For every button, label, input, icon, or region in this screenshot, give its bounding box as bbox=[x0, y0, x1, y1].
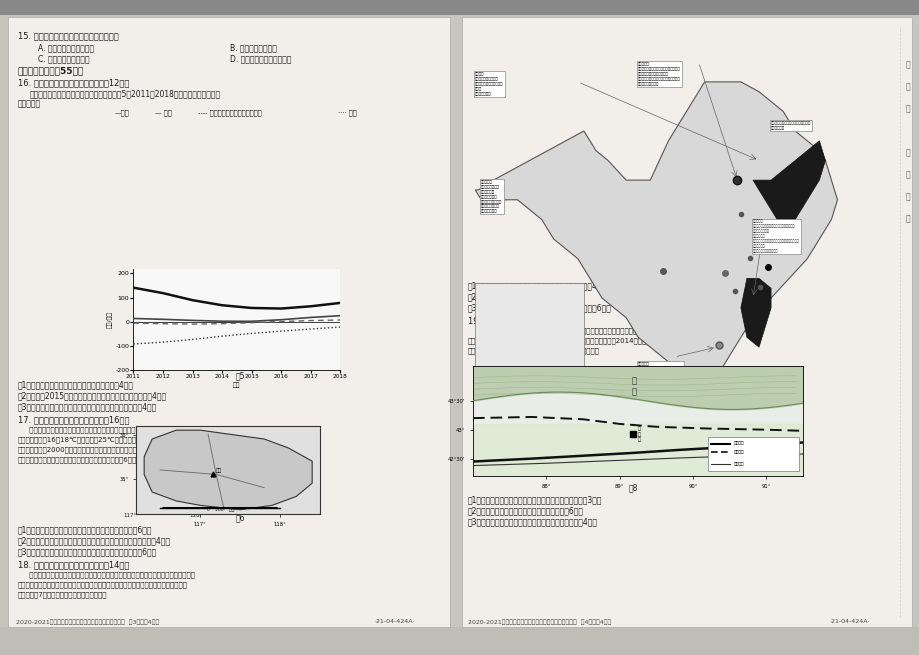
Text: 装: 装 bbox=[904, 60, 909, 69]
Text: 兰新铁路是20世纪50年代由苏联专家设计的一条铁路；一位早年坐火车经过吐鲁番: 兰新铁路是20世纪50年代由苏联专家设计的一条铁路；一位早年坐火车经过吐鲁番 bbox=[468, 327, 641, 333]
Text: A. 寒暖流交汇，饵料丰富: A. 寒暖流交汇，饵料丰富 bbox=[38, 43, 94, 52]
Text: B. 海水浅，光照充足: B. 海水浅，光照充足 bbox=[230, 43, 277, 52]
Text: （2）简述自2015年以来我国东部和西部人口流人的原因。（4分）: （2）简述自2015年以来我国东部和西部人口流人的原因。（4分） bbox=[18, 391, 167, 400]
Text: 15. 钓鱼岛海域渔业资源丰富的主要原因是: 15. 钓鱼岛海域渔业资源丰富的主要原因是 bbox=[18, 31, 119, 40]
Text: 答: 答 bbox=[904, 193, 909, 202]
Text: （3）说明人口流动对东北地区社会经济发展的不利影响。（4分）: （3）说明人口流动对东北地区社会经济发展的不利影响。（4分） bbox=[18, 402, 157, 411]
Text: 18. 阅读图文材料，完成下列要求。（14分）: 18. 阅读图文材料，完成下列要求。（14分） bbox=[18, 560, 130, 569]
Text: —东部: —东部 bbox=[115, 109, 130, 116]
Text: （2）简述机器人产业发展对我国的积极影响。（4分）: （2）简述机器人产业发展对我国的积极影响。（4分） bbox=[468, 292, 584, 301]
Polygon shape bbox=[144, 430, 312, 510]
Text: — 中部: — 中部 bbox=[154, 109, 172, 116]
Text: 题: 题 bbox=[904, 214, 909, 223]
Bar bbox=[0, 627, 919, 655]
Text: 其他铁路: 其他铁路 bbox=[732, 462, 743, 466]
Text: 图示
范围: 图示 范围 bbox=[527, 368, 531, 377]
Text: 械化，塑料薄膜种植，产品远销东南亚等国家和地区。图6标示滕州市位置。: 械化，塑料薄膜种植，产品远销东南亚等国家和地区。图6标示滕州市位置。 bbox=[18, 456, 163, 462]
Text: 的人回忆：下了火车，改乘汽车，经过两个多小时的颠簸，才到达吐鲁番市区。2014年年底，: 的人回忆：下了火车，改乘汽车，经过两个多小时的颠簸，才到达吐鲁番市区。2014年… bbox=[468, 337, 651, 344]
Text: 环渤海地区
北京：科技研发、交互文富、机器人、重
力任务、大零室厅、地面科技
青岛：科建、宝钱、拿拿机械、通方合、
海口海洋设备、但是: 环渤海地区 北京：科技研发、交互文富、机器人、重 力任务、大零室厅、地面科技 青… bbox=[638, 62, 680, 86]
Text: 山: 山 bbox=[631, 388, 636, 396]
Bar bbox=[0, 0, 919, 15]
Text: （1）说明我国机器人产业园集中分布于东部地区的原因。（4分）: （1）说明我国机器人产业园集中分布于东部地区的原因。（4分） bbox=[468, 281, 607, 290]
Text: 19. 阅读图文材料，完成下列要求。（13分）: 19. 阅读图文材料，完成下列要求。（13分） bbox=[468, 316, 579, 325]
Polygon shape bbox=[475, 82, 836, 377]
Text: （2）简述兰新铁路相对高速公路的运输优势。（6分）: （2）简述兰新铁路相对高速公路的运输优势。（6分） bbox=[468, 506, 584, 515]
Text: ···· 东北: ···· 东北 bbox=[337, 109, 357, 116]
Text: ·21-04-424A·: ·21-04-424A· bbox=[374, 619, 414, 624]
Text: 侧: 侧 bbox=[904, 170, 909, 179]
Text: 天: 天 bbox=[631, 376, 636, 385]
Text: 兰新高铁: 兰新高铁 bbox=[732, 450, 743, 455]
Text: 滕州: 滕州 bbox=[216, 468, 222, 474]
Text: 兰新铁路: 兰新铁路 bbox=[732, 441, 743, 445]
Text: （1）推测苏联专家在规划兰新铁路时考虑的主要因素。（3分）: （1）推测苏联专家在规划兰新铁路时考虑的主要因素。（3分） bbox=[468, 495, 602, 504]
Bar bbox=[8, 17, 449, 627]
Text: 订: 订 bbox=[904, 83, 909, 92]
Text: （2）分别说明滕州市采用机械化、塑料薄膜种植马铃薯的原因。（4分）: （2）分别说明滕州市采用机械化、塑料薄膜种植马铃薯的原因。（4分） bbox=[18, 536, 171, 545]
Text: （3）简述滕州市马铃薯远销东南亚等国家和地区的原因。（6分）: （3）简述滕州市马铃薯远销东南亚等国家和地区的原因。（6分） bbox=[18, 547, 157, 556]
Text: 17. 阅读图文材料，完成下列要求。（16分）: 17. 阅读图文材料，完成下列要求。（16分） bbox=[18, 415, 130, 424]
Text: 珠三角地区
广州：广量、吕珠、发展草、密精、粤朝
报告、很奥、大建、社交之科技、更兴科技
深圳：利贞方、富胜、密辉: 珠三角地区 广州：广量、吕珠、发展草、密精、粤朝 报告、很奥、大建、社交之科技、… bbox=[638, 362, 683, 381]
Polygon shape bbox=[752, 141, 824, 229]
Text: 马铃薯性喜冷凉，其地下块茎形成和生长需要疏松透气、凉爽湿润的土壤环境，块茎生: 马铃薯性喜冷凉，其地下块茎形成和生长需要疏松透气、凉爽湿润的土壤环境，块茎生 bbox=[18, 426, 190, 432]
Text: 16. 阅读图文材料，完成下列要求。（12分）: 16. 阅读图文材料，完成下列要求。（12分） bbox=[18, 78, 130, 87]
Text: 通车的兰新高铁从吐鲁番市北郊通过。图8为吐鲁番附近铁路线路图。: 通车的兰新高铁从吐鲁番市北郊通过。图8为吐鲁番附近铁路线路图。 bbox=[468, 347, 599, 354]
Text: 118°: 118° bbox=[189, 513, 202, 518]
Text: 速发展。图7为我国机器人产业园分布示意图。: 速发展。图7为我国机器人产业园分布示意图。 bbox=[18, 591, 108, 597]
Text: （1）描述我国中部地区人口流动的变化特征。（4分）: （1）描述我国中部地区人口流动的变化特征。（4分） bbox=[18, 380, 134, 389]
Text: 图8: 图8 bbox=[628, 483, 637, 492]
Text: 业、建筑业、军事等领域以及人们的日常生活中均有重要应用。近年来，我国机器人产业快: 业、建筑业、军事等领域以及人们的日常生活中均有重要应用。近年来，我国机器人产业快 bbox=[18, 581, 187, 588]
Text: 长的适宜温度是16～18℃，温度高于25℃时，块茎停止生长。山东省滕州市是重要的马: 长的适宜温度是16～18℃，温度高于25℃时，块茎停止生长。山东省滕州市是重要的… bbox=[18, 436, 200, 443]
Y-axis label: 人口/万人: 人口/万人 bbox=[107, 310, 112, 328]
Text: D. 河川径流带来营养物质多: D. 河川径流带来营养物质多 bbox=[230, 54, 291, 63]
Text: 图5: 图5 bbox=[235, 371, 244, 380]
Text: 铃薯种植基地，2000年被原农业部（现农业农村部）命名为"中国马铃薯之乡"，如今采用机: 铃薯种植基地，2000年被原农业部（现农业农村部）命名为"中国马铃薯之乡"，如今… bbox=[18, 446, 199, 453]
Text: 中西部地区
重庆：重庆机器人
成都：机器人
长沙：华中数控
武汉：华中数控制单
郑州：神通自动化
西安：秦川机床: 中西部地区 重庆：重庆机器人 成都：机器人 长沙：华中数控 武汉：华中数控制单 … bbox=[481, 180, 502, 214]
Text: 117°: 117° bbox=[123, 513, 137, 518]
Text: 六: 六 bbox=[904, 149, 909, 157]
Text: 图6: 图6 bbox=[235, 513, 244, 522]
Bar bbox=[707, 437, 799, 472]
Text: （3）与兰新铁路相比，简述兰新高铁建设的合理性。（4分）: （3）与兰新铁路相比，简述兰新高铁建设的合理性。（4分） bbox=[468, 517, 597, 526]
Text: C. 上升流带来营养物质: C. 上升流带来营养物质 bbox=[38, 54, 89, 63]
Text: 机器人是整合控制论，机械电子、计算机、材料和仿生学的高度产物，在工业、医学、农: 机器人是整合控制论，机械电子、计算机、材料和仿生学的高度产物，在工业、医学、农 bbox=[18, 571, 195, 578]
Text: （1）推测滕州市传统种植马铃薯的季节，并说明理由。（6分）: （1）推测滕州市传统种植马铃薯的季节，并说明理由。（6分） bbox=[18, 525, 153, 534]
Text: 2020-2021届高考石家庄市高一第二学期第三次月考地理  第4页（共4页）: 2020-2021届高考石家庄市高一第二学期第三次月考地理 第4页（共4页） bbox=[468, 619, 610, 625]
Text: 吐
鲁
番: 吐 鲁 番 bbox=[637, 426, 641, 442]
Text: 二、非选择题：共55分。: 二、非选择题：共55分。 bbox=[18, 66, 85, 75]
Text: 东北地区
哈尔滨：机器人、数控
沈阳：机器人、数控、飞航
长春：
一汽大众机器人: 东北地区 哈尔滨：机器人、数控 沈阳：机器人、数控、飞航 长春： 一汽大众机器人 bbox=[475, 72, 504, 96]
Text: 长三角地区
上海：浦东、松江、金山快机、图器、别小于
南京：搭落、只面
常州：国经科
合肥：工锯、白行农园：修身、审核、密密、登幻
千、福总制服
宁波：浙江中区: 长三角地区 上海：浦东、松江、金山快机、图器、别小于 南京：搭落、只面 常州：国… bbox=[752, 219, 799, 253]
Polygon shape bbox=[740, 278, 770, 347]
Text: 0    200    千米: 0 200 千米 bbox=[206, 508, 233, 512]
Text: 我国国土面积广阔，区域间人口流动显著。图5为2011～2018年我国部分区域人口流: 我国国土面积广阔，区域间人口流动显著。图5为2011～2018年我国部分区域人口… bbox=[30, 89, 221, 98]
X-axis label: 年份: 年份 bbox=[233, 382, 241, 388]
Text: 图7: 图7 bbox=[663, 392, 673, 401]
Text: ·21-04-424A·: ·21-04-424A· bbox=[829, 619, 869, 624]
Bar bbox=[461, 17, 911, 627]
Text: 2020-2021学年度石家庄市高一第二学期第三次月考地理  第3页（共4页）: 2020-2021学年度石家庄市高一第二学期第三次月考地理 第3页（共4页） bbox=[16, 619, 159, 625]
Text: 天津：装置合总化、商报销料科、大量
科技、深之夏: 天津：装置合总化、商报销料科、大量 科技、深之夏 bbox=[770, 121, 811, 130]
Text: 动统计图。: 动统计图。 bbox=[18, 99, 41, 108]
Text: 线: 线 bbox=[904, 105, 909, 113]
Text: ---- 西部（暂不统计新疆、西藏）: ---- 西部（暂不统计新疆、西藏） bbox=[198, 109, 261, 116]
Text: （3）请为促进我国机器人产业的持续发展提出合理化建议。（6分）: （3）请为促进我国机器人产业的持续发展提出合理化建议。（6分） bbox=[468, 303, 611, 312]
Bar bbox=[475, 283, 584, 392]
